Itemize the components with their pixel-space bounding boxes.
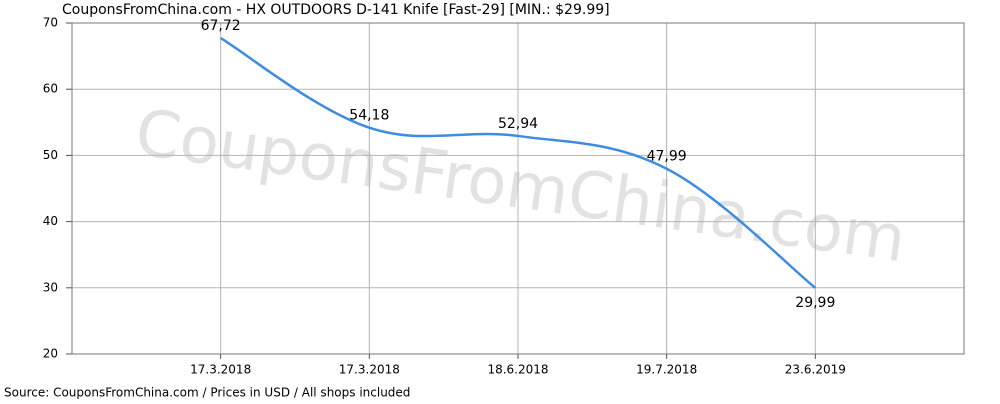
data-label: 54,18: [349, 108, 389, 124]
x-tick-label: 19.7.2018: [636, 363, 697, 377]
x-tick-label: 17.3.2018: [190, 363, 251, 377]
data-label: 29,99: [795, 295, 835, 311]
source-note: Source: CouponsFromChina.com / Prices in…: [4, 386, 410, 400]
y-tick-label: 20: [43, 347, 58, 361]
plot-border: [71, 22, 965, 355]
y-tick-label: 70: [43, 16, 58, 30]
y-tick-label: 30: [43, 280, 58, 294]
y-tick-label: 60: [43, 82, 58, 96]
x-tick-label: 17.3.2018: [339, 363, 400, 377]
x-tick-label: 18.6.2018: [487, 363, 548, 377]
price-line: [220, 37, 817, 289]
data-label: 52,94: [498, 116, 538, 132]
x-tick-label: 23.6.2019: [785, 363, 846, 377]
y-tick-label: 40: [43, 214, 58, 228]
data-label: 47,99: [647, 149, 687, 165]
data-label: 67,72: [201, 18, 241, 34]
y-tick-label: 50: [43, 148, 58, 162]
chart-title: CouponsFromChina.com - HX OUTDOORS D-141…: [62, 2, 610, 18]
